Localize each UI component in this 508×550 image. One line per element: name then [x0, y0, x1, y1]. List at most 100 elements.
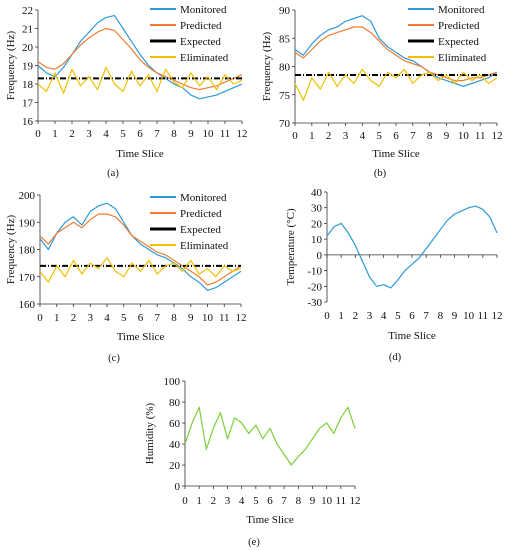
x-tick-label: 2 [71, 312, 77, 324]
legend-label: Expected [180, 36, 221, 48]
x-tick-label: 12 [350, 495, 361, 507]
legend-label: Monitored [438, 4, 485, 16]
series-line-eliminated [294, 68, 498, 102]
x-tick-label: 10 [202, 312, 214, 324]
x-tick-label: 11 [475, 130, 486, 142]
x-tick-label: 10 [203, 128, 215, 140]
y-tick-label: 190 [19, 217, 36, 229]
panel-caption: (d) [389, 352, 402, 363]
x-tick-label: 1 [338, 310, 344, 322]
x-tick-label: 11 [219, 312, 230, 324]
x-tick-label: 7 [410, 130, 416, 142]
x-tick-label: 7 [155, 312, 161, 324]
x-tick-label: 5 [376, 130, 382, 142]
y-tick-label: 22 [22, 5, 33, 17]
x-tick-label: 6 [409, 310, 415, 322]
x-tick-label: 7 [154, 128, 160, 140]
y-tick-label: 21 [22, 24, 33, 36]
x-tick-label: 1 [54, 312, 60, 324]
x-tick-label: 0 [182, 495, 188, 507]
legend-label: Expected [438, 36, 479, 48]
y-tick-label: -20 [307, 281, 322, 293]
series-line-e [184, 406, 356, 466]
x-tick-label: 12 [237, 128, 248, 140]
y-tick-label: 90 [279, 5, 291, 17]
series-line-eliminated [39, 257, 242, 283]
x-axis-label: Time Slice [246, 514, 294, 526]
x-tick-label: 12 [236, 312, 247, 324]
x-tick-label: 12 [492, 130, 503, 142]
x-tick-label: 9 [310, 495, 316, 507]
x-tick-label: 8 [438, 310, 444, 322]
series-line-eliminated [37, 66, 243, 94]
y-tick-label: 40 [169, 439, 181, 451]
x-tick-label: 4 [360, 130, 366, 142]
y-tick-label: 80 [169, 397, 181, 409]
x-tick-label: 7 [281, 495, 287, 507]
panel-caption: (a) [107, 168, 119, 179]
y-tick-label: 180 [19, 245, 36, 257]
x-tick-label: 5 [395, 310, 401, 322]
x-tick-label: 4 [381, 310, 387, 322]
y-tick-label: 20 [311, 218, 323, 230]
y-axis-label: Temperature (°C) [285, 208, 297, 286]
x-tick-label: 4 [103, 128, 109, 140]
panel-caption: (e) [248, 537, 260, 548]
legend-label: Monitored [180, 192, 227, 204]
x-tick-label: 0 [35, 128, 41, 140]
x-tick-label: 1 [309, 130, 315, 142]
series-line-predicted [39, 213, 242, 286]
legend: Monitored Predicted Expected Eliminated [150, 4, 229, 64]
y-tick-label: 160 [19, 299, 36, 311]
y-tick-label: 80 [279, 62, 291, 74]
x-tick-label: 3 [225, 495, 231, 507]
x-tick-label: 7 [423, 310, 429, 322]
y-tick-label: 170 [19, 272, 36, 284]
y-tick-label: -10 [307, 266, 322, 278]
x-tick-label: 9 [444, 130, 450, 142]
x-tick-label: 8 [427, 130, 433, 142]
series-line-predicted [37, 27, 243, 91]
legend-label: Predicted [438, 20, 480, 32]
legend-label: Eliminated [180, 240, 229, 252]
y-tick-label: 200 [19, 190, 36, 202]
y-tick-label: 19 [22, 61, 34, 73]
series-line-predicted [294, 26, 498, 82]
y-tick-label: 0 [175, 481, 181, 493]
x-tick-label: 6 [267, 495, 273, 507]
x-tick-label: 10 [321, 495, 333, 507]
legend-label: Predicted [180, 20, 222, 32]
x-tick-label: 6 [393, 130, 399, 142]
legend-label: Monitored [180, 4, 227, 16]
y-tick-label: 0 [317, 250, 323, 262]
x-tick-label: 10 [458, 130, 470, 142]
legend-label: Eliminated [438, 52, 487, 64]
x-tick-label: 3 [343, 130, 349, 142]
x-tick-label: 9 [188, 312, 194, 324]
y-tick-label: 85 [279, 33, 291, 45]
legend: Monitored Predicted Expected Eliminated [408, 4, 487, 64]
y-tick-label: 20 [169, 460, 181, 472]
x-tick-label: 4 [104, 312, 110, 324]
x-tick-label: 4 [239, 495, 245, 507]
y-tick-label: 70 [279, 118, 291, 130]
x-tick-label: 2 [353, 310, 359, 322]
legend-label: Expected [180, 224, 221, 236]
x-tick-label: 5 [120, 128, 126, 140]
x-tick-label: 10 [463, 310, 475, 322]
y-axis-label: Frequency (Hz) [261, 32, 273, 102]
y-tick-label: 18 [22, 79, 34, 91]
x-tick-label: 11 [478, 310, 489, 322]
x-tick-label: 3 [88, 312, 94, 324]
y-axis-label: Frequency (Hz) [5, 215, 17, 285]
x-tick-label: 6 [138, 312, 144, 324]
x-tick-label: 1 [52, 128, 58, 140]
y-tick-label: 20 [22, 42, 34, 54]
panel-caption: (c) [108, 353, 120, 364]
series-line-monitored [39, 202, 242, 291]
